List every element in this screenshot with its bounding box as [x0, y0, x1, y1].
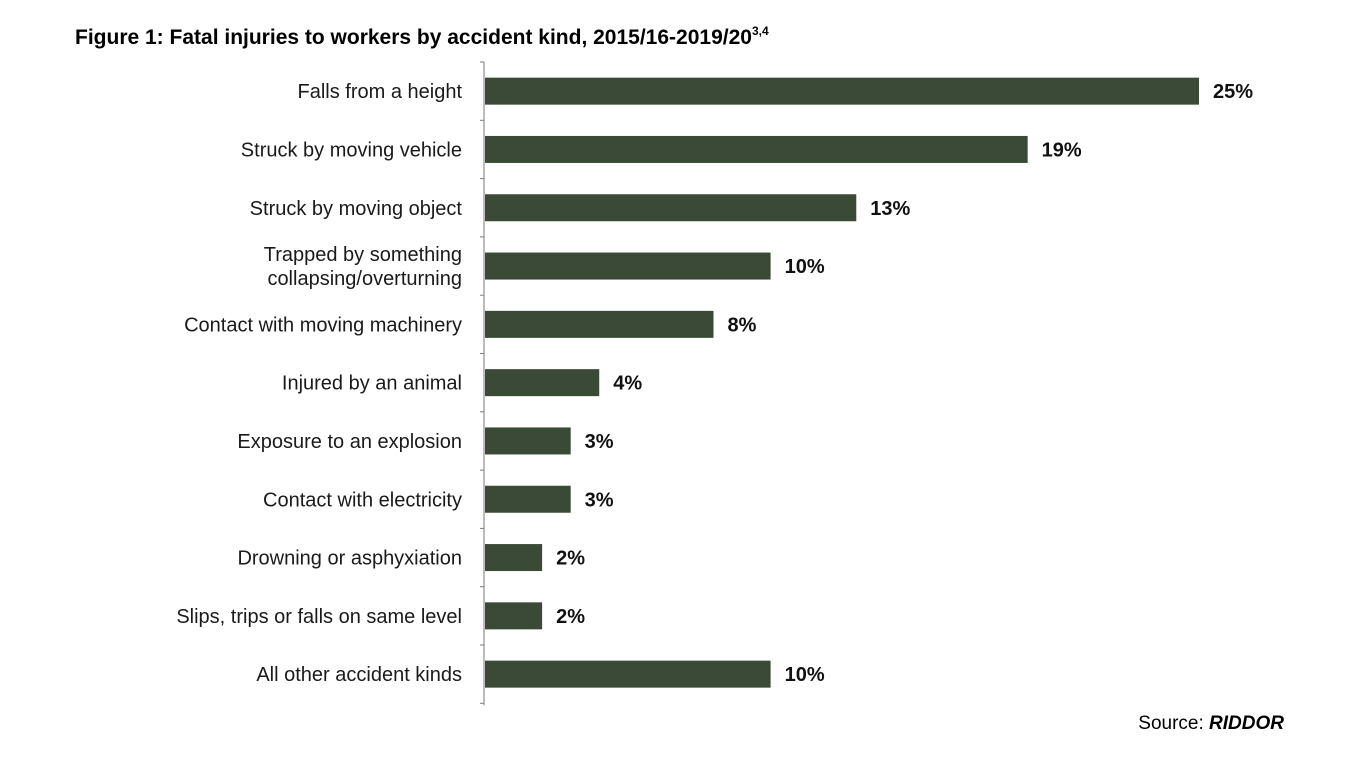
bars-layer [485, 77, 1199, 688]
value-labels: 25% 19% 13% 10% 8% 4% 3% 3% 2% 2% 10% [556, 81, 1253, 686]
category-label: Trapped by something collapsing/overturni… [264, 244, 462, 290]
category-label-line: Slips, trips or falls on same level [176, 606, 462, 628]
source-prefix: Source: [1138, 713, 1210, 734]
category-label-line: All other accident kinds [256, 664, 462, 686]
bar [485, 602, 543, 630]
category-label-line: Drowning or asphyxiation [237, 548, 462, 570]
category-axis [480, 61, 485, 706]
category-label: Drowning or asphyxiation [237, 548, 462, 570]
bar [485, 427, 571, 455]
category-label: Slips, trips or falls on same level [176, 606, 462, 628]
bar [485, 369, 600, 397]
category-labels: Falls from a height Struck by moving vehi… [176, 81, 462, 686]
category-label: Contact with electricity [263, 489, 462, 511]
category-label: All other accident kinds [256, 664, 462, 686]
bar [485, 194, 857, 222]
category-label: Falls from a height [297, 81, 462, 103]
category-label: Exposure to an explosion [237, 431, 462, 453]
category-label-line: Struck by moving object [250, 198, 463, 220]
category-label-line: Injured by an animal [282, 373, 462, 395]
value-label: 2% [556, 548, 585, 570]
value-label: 19% [1042, 139, 1082, 161]
bar [485, 310, 714, 338]
value-label: 8% [727, 314, 756, 336]
bar [485, 77, 1199, 105]
value-label: 10% [785, 256, 825, 278]
source-line: Source: RIDDOR [1138, 713, 1284, 735]
bar [485, 135, 1028, 163]
category-label-line: Falls from a height [297, 81, 462, 103]
category-label-line: Struck by moving vehicle [241, 139, 462, 161]
category-label: Struck by moving vehicle [241, 139, 462, 161]
value-label: 4% [613, 373, 642, 395]
category-label-line: Contact with moving machinery [184, 314, 462, 336]
category-label: Struck by moving object [250, 198, 463, 220]
category-label-line: Exposure to an explosion [237, 431, 462, 453]
bar [485, 252, 771, 280]
category-label-line: Trapped by something [264, 244, 462, 266]
value-label: 3% [585, 431, 614, 453]
bar [485, 485, 571, 513]
chart-title-superscript: 3,4 [751, 24, 769, 38]
category-label-line: Contact with electricity [263, 489, 462, 511]
value-label: 10% [785, 664, 825, 686]
value-label: 13% [870, 198, 910, 220]
value-label: 2% [556, 606, 585, 628]
category-label: Injured by an animal [282, 373, 462, 395]
category-label: Contact with moving machinery [184, 314, 462, 336]
category-label-line: collapsing/overturning [267, 268, 462, 290]
source-name: RIDDOR [1209, 713, 1284, 734]
bar [485, 660, 771, 688]
bar [485, 544, 543, 572]
chart-title: Figure 1: Fatal injuries to workers by a… [75, 24, 769, 50]
value-label: 3% [585, 489, 614, 511]
value-label: 25% [1213, 81, 1253, 103]
chart-title-text: Figure 1: Fatal injuries to workers by a… [75, 26, 752, 49]
